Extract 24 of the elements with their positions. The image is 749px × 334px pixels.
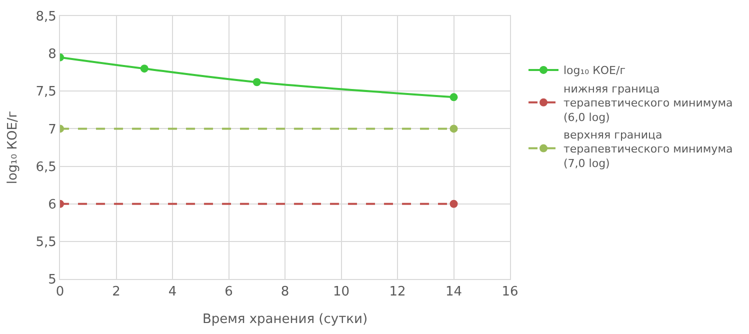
x-tick-label: 10 xyxy=(332,284,350,300)
y-tick-label: 6,5 xyxy=(36,160,56,175)
legend-label: верхняя граница терапевтического минимума (7,0 log) xyxy=(564,128,733,170)
x-axis-title: Время хранения (сутки) xyxy=(202,312,368,328)
x-tick-label: 16 xyxy=(502,284,518,300)
y-tick-label: 5,5 xyxy=(36,234,56,250)
y-tick-label: 7 xyxy=(48,122,56,138)
x-tick-label: 8 xyxy=(280,284,290,300)
y-axis-title: log₁₀ КОЕ/г xyxy=(6,110,21,184)
y-tick-label: 8,5 xyxy=(36,10,56,25)
x-tick-label: 0 xyxy=(56,284,64,300)
legend-label: нижняя граница терапевтического минимума (6,0 log) xyxy=(564,82,733,124)
y-tick-label: 7,5 xyxy=(36,84,56,100)
y-tick-label: 8 xyxy=(48,47,56,62)
point xyxy=(252,78,261,86)
x-tick-label: 4 xyxy=(168,284,177,300)
legend-label: log₁₀ КОЕ/г xyxy=(564,64,626,78)
x-tick-label: 12 xyxy=(389,284,406,300)
y-tick-label: 6 xyxy=(48,197,56,212)
x-tick-label: 2 xyxy=(112,284,120,300)
y-tick-label: 5 xyxy=(48,272,56,288)
x-tick-label: 6 xyxy=(224,284,233,300)
x-tick-label: 14 xyxy=(445,284,462,300)
point xyxy=(450,93,458,102)
